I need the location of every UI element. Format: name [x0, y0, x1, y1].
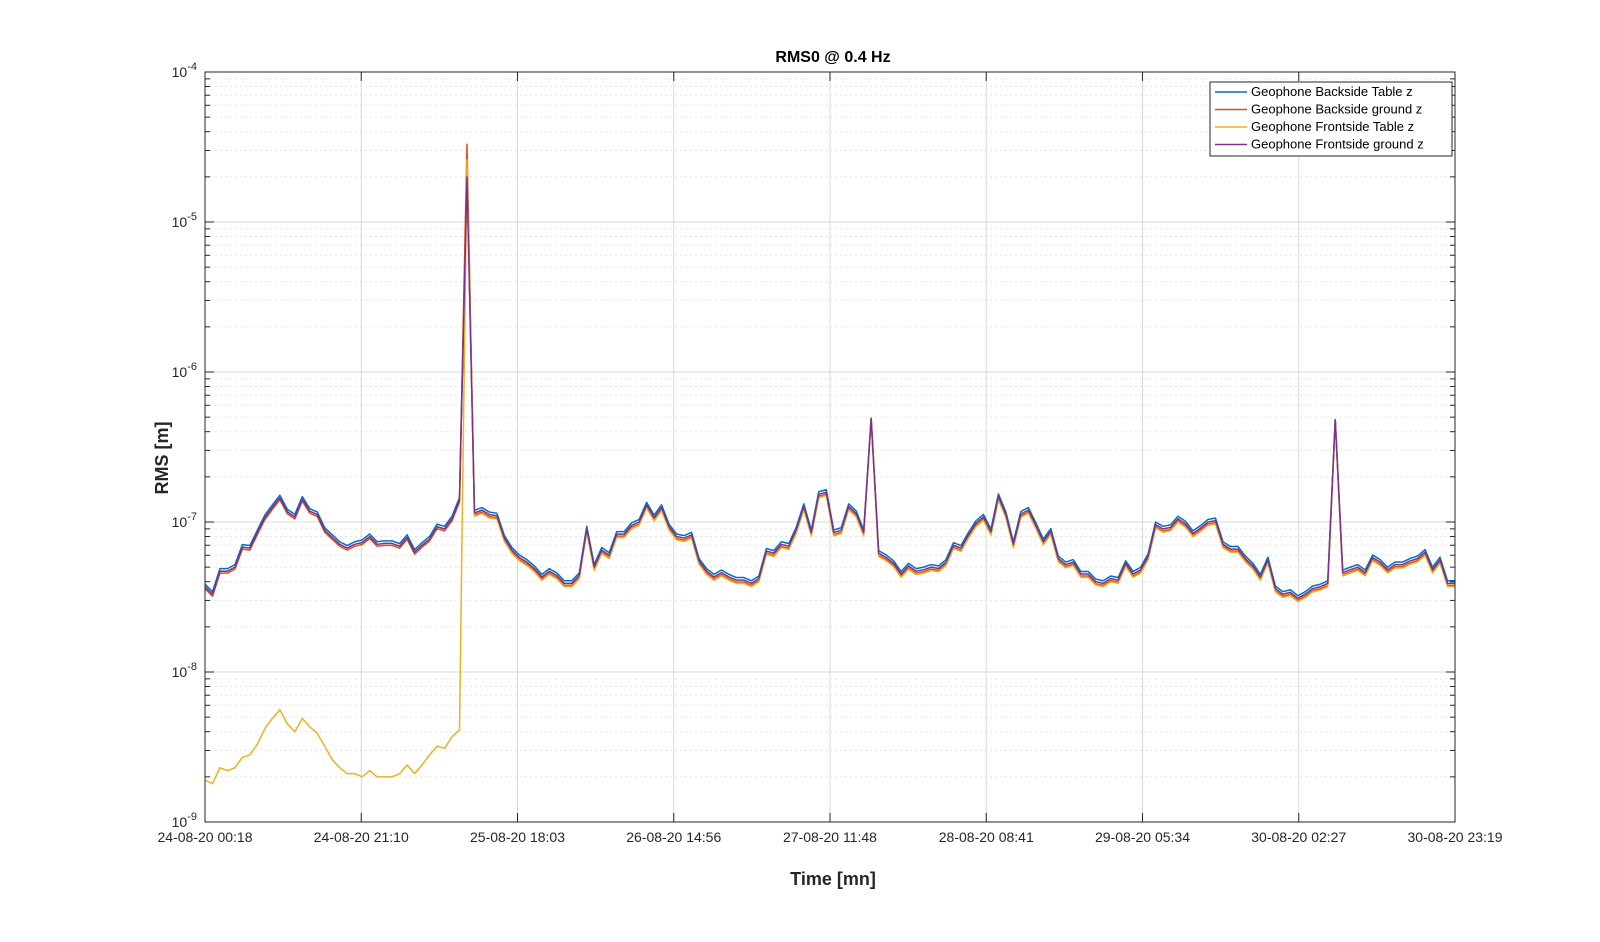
y-tick-base: 10	[172, 364, 188, 380]
y-tick-label: 10-7	[172, 511, 197, 530]
x-tick-label: 26-08-20 14:56	[626, 829, 721, 845]
x-tick-label: 28-08-20 08:41	[939, 829, 1034, 845]
y-tick-label: 10-4	[172, 61, 197, 80]
y-tick-base: 10	[172, 64, 188, 80]
x-tick-label: 24-08-20 21:10	[314, 829, 409, 845]
y-tick-base: 10	[172, 514, 188, 530]
series-line-4	[204, 176, 1455, 600]
chart-title: RMS0 @ 0.4 Hz	[775, 49, 890, 66]
x-tick-label: 30-08-20 23:19	[1408, 829, 1503, 845]
y-tick-exponent: -9	[187, 811, 197, 823]
y-tick-label: 10-9	[172, 811, 197, 830]
x-tick-labels: 24-08-20 00:18 24-08-20 21:10 25-08-20 18:…	[158, 829, 1503, 845]
y-axis-title: RMS [m]	[152, 422, 172, 495]
x-tick-label: 27-08-20 11:48	[783, 829, 877, 845]
x-axis-title: Time [mn]	[790, 869, 876, 889]
y-tick-label: 10-5	[172, 211, 197, 230]
y-tick-label: 10-6	[172, 361, 197, 380]
y-tick-exponent: -8	[187, 661, 197, 673]
legend-label: Geophone Frontside Table z	[1251, 119, 1414, 134]
y-tick-exponent: -4	[187, 61, 197, 73]
y-tick-base: 10	[172, 664, 188, 680]
x-tick-label: 25-08-20 18:03	[470, 829, 565, 845]
y-tick-label: 10-8	[172, 661, 197, 680]
y-tick-base: 10	[172, 814, 188, 830]
x-tick-label: 30-08-20 02:27	[1251, 829, 1346, 845]
legend-box	[1209, 81, 1453, 157]
y-tick-exponent: -6	[187, 361, 197, 373]
y-tick-labels: 10-910-810-710-610-510-4	[172, 61, 197, 830]
x-tick-label: 24-08-20 00:18	[158, 829, 253, 845]
y-tick-exponent: -7	[187, 511, 197, 523]
legend-item: Geophone Frontside Table z	[1215, 119, 1414, 134]
legend-item: Geophone Backside ground z	[1215, 102, 1422, 117]
legend: Geophone Backside Table z Geophone Backs…	[1209, 81, 1453, 157]
y-tick-base: 10	[172, 214, 188, 230]
legend-label: Geophone Frontside ground z	[1251, 137, 1424, 152]
series-layer	[204, 143, 1455, 785]
legend-label: Geophone Backside ground z	[1251, 102, 1422, 117]
legend-label: Geophone Backside Table z	[1251, 84, 1413, 99]
x-tick-label: 29-08-20 05:34	[1095, 829, 1190, 845]
legend-item: Geophone Frontside ground z	[1215, 137, 1424, 152]
legend-item: Geophone Backside Table z	[1215, 84, 1413, 99]
y-tick-exponent: -5	[187, 211, 197, 223]
